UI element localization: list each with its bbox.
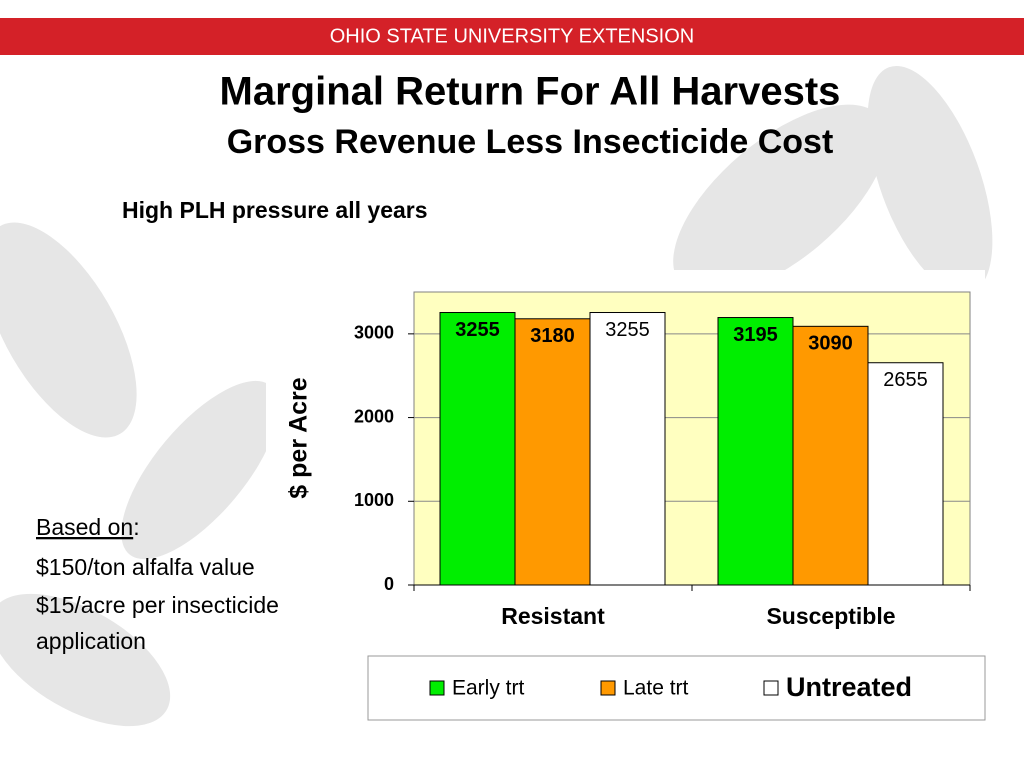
data-label: 3255 <box>605 319 650 341</box>
legend-box <box>367 655 986 721</box>
data-label: 3255 <box>455 319 500 341</box>
basis: Based on: <box>36 514 140 540</box>
bar <box>867 362 944 586</box>
y-tick-label: 3000 <box>354 323 394 343</box>
note-line: $150/ton alfalfa value <box>36 554 255 580</box>
note-line: $15/acre per insecticide <box>36 592 279 618</box>
title: Marginal Return For All Harvests <box>220 70 841 114</box>
data-label: 2655 <box>883 369 928 391</box>
subtitle: Gross Revenue Less Insecticide Cost <box>227 123 834 161</box>
header: OHIO STATE UNIVERSITY EXTENSION <box>330 25 695 47</box>
y-tick-label: 1000 <box>354 490 394 510</box>
data-label: 3090 <box>808 333 853 355</box>
legend-label: Late trt <box>623 677 689 700</box>
y-tick-label: 0 <box>384 574 394 594</box>
legend-swatch <box>763 680 779 696</box>
x-tick-label: Resistant <box>501 603 605 629</box>
data-label: 3180 <box>530 325 575 347</box>
legend-label: Untreated <box>786 672 912 702</box>
header-bar <box>0 18 1024 55</box>
annotation: High PLH pressure all years <box>122 197 428 223</box>
note-line: application <box>36 628 146 654</box>
bar <box>514 318 591 586</box>
y-tick-label: 2000 <box>354 406 394 426</box>
bar <box>792 325 869 586</box>
legend-label: Early trt <box>452 677 525 700</box>
y-axis-label: $ per Acre <box>285 377 313 498</box>
bar <box>589 312 666 586</box>
bar <box>717 317 794 586</box>
x-tick-label: Susceptible <box>766 603 895 629</box>
basis-label: Based on <box>36 514 133 540</box>
data-label: 3195 <box>733 324 778 346</box>
basis-colon: : <box>133 514 139 540</box>
bar <box>439 312 516 586</box>
legend-swatch <box>600 680 616 696</box>
decoration <box>0 65 993 727</box>
legend-swatch <box>429 680 445 696</box>
